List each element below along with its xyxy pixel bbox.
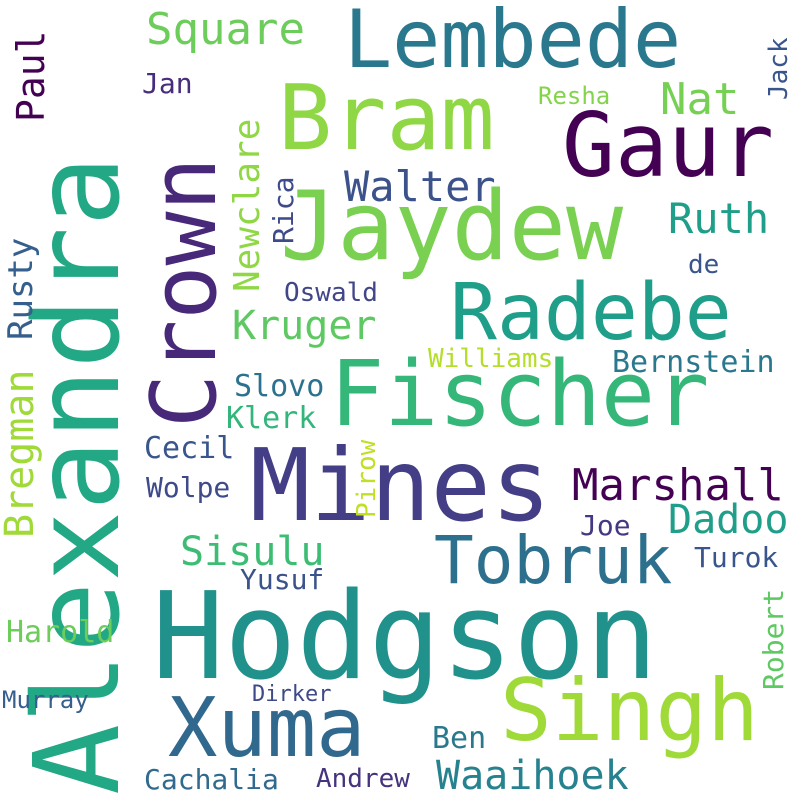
- word-bram: Bram: [278, 66, 495, 171]
- word-ruth: Ruth: [668, 194, 770, 243]
- word-gaur: Gaur: [562, 94, 774, 197]
- word-joe: Joe: [580, 509, 631, 542]
- word-walter: Walter: [344, 162, 496, 211]
- word-robert: Robert: [757, 588, 790, 690]
- word-de: de: [688, 250, 720, 280]
- word-dirker: Dirker: [252, 682, 332, 707]
- word-radebe: Radebe: [450, 268, 732, 358]
- word-hodgson: Hodgson: [152, 568, 658, 707]
- word-andrew: Andrew: [316, 764, 410, 794]
- word-jaydew: Jaydew: [280, 172, 624, 282]
- word-resha: Resha: [538, 82, 611, 110]
- word-newclare: Newclare: [227, 118, 268, 292]
- word-williams: Williams: [428, 344, 554, 374]
- word-marshall: Marshall: [572, 460, 784, 511]
- word-bregman: Bregman: [0, 369, 43, 538]
- word-rusty: Rusty: [1, 237, 41, 340]
- word-dadoo: Dadoo: [668, 497, 789, 543]
- word-klerk: Klerk: [226, 401, 317, 436]
- word-yusuf: Yusuf: [240, 563, 325, 596]
- word-lembede: Lembede: [344, 0, 682, 86]
- word-kruger: Kruger: [232, 303, 377, 349]
- word-nat: Nat: [660, 74, 740, 125]
- word-rica: Rica: [267, 176, 300, 244]
- word-singh: Singh: [500, 661, 759, 761]
- word-mines: Mines: [250, 427, 552, 544]
- word-crown: Crown: [132, 157, 237, 428]
- word-bernstein: Bernstein: [612, 345, 775, 380]
- word-ben: Ben: [432, 721, 487, 756]
- word-square: Square: [146, 4, 305, 55]
- word-fischer: Fischer: [330, 342, 710, 447]
- word-cachalia: Cachalia: [144, 763, 279, 796]
- word-oswald: Oswald: [284, 278, 378, 308]
- word-cecil: Cecil: [144, 431, 235, 466]
- word-harold: Harold: [6, 615, 115, 650]
- word-jan: Jan: [142, 67, 193, 100]
- word-slovo: Slovo: [234, 369, 325, 404]
- word-pirow: Pirow: [352, 439, 382, 518]
- word-turok: Turok: [694, 541, 779, 574]
- word-wolpe: Wolpe: [146, 471, 231, 504]
- word-xuma: Xuma: [168, 681, 366, 776]
- word-paul: Paul: [9, 30, 53, 122]
- word-murray: Murray: [2, 686, 89, 714]
- word-waaihoek: Waaihoek: [436, 753, 629, 799]
- word-jack: Jack: [764, 37, 794, 100]
- word-sisulu: Sisulu: [180, 529, 325, 575]
- word-tobruk: Tobruk: [434, 522, 673, 599]
